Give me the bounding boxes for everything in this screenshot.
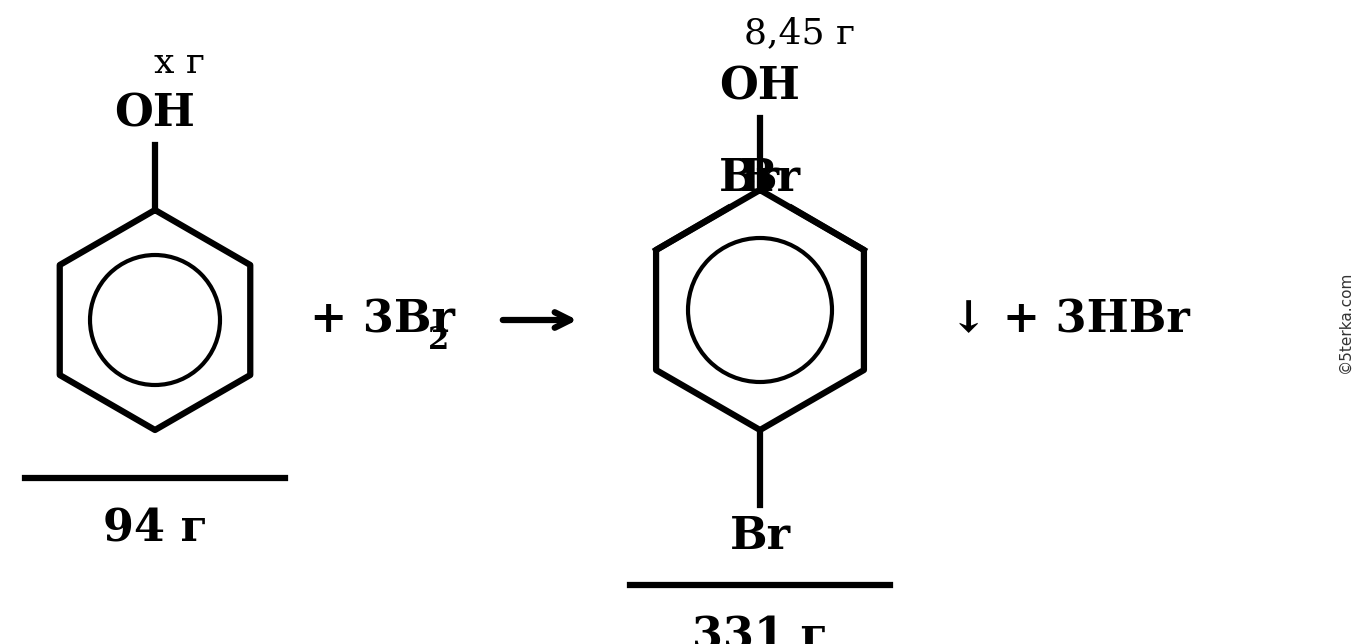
Text: OH: OH	[114, 92, 195, 135]
Text: + 3Br: + 3Br	[311, 299, 455, 341]
Text: Br: Br	[719, 157, 780, 200]
Text: 331 г: 331 г	[692, 615, 828, 644]
Text: 2: 2	[428, 325, 449, 355]
Text: ©5terka.com: ©5terka.com	[1337, 271, 1352, 373]
Text: ↓ + 3HBr: ↓ + 3HBr	[951, 299, 1190, 341]
Text: OH: OH	[719, 65, 801, 108]
Text: 94 г: 94 г	[102, 508, 207, 551]
Text: Br: Br	[730, 515, 790, 558]
Text: 8,45 г: 8,45 г	[745, 16, 855, 50]
Text: Br: Br	[740, 157, 801, 200]
Text: x г: x г	[154, 46, 206, 80]
